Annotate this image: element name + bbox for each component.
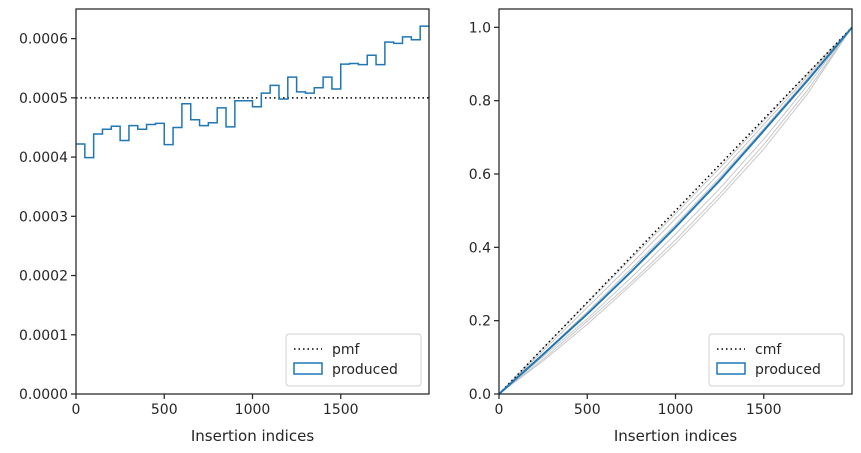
y-tick-label: 0.0000 [19, 387, 68, 403]
pmf-legend-produced-swatch [293, 362, 323, 375]
pmf-x-axis-label: Insertion indices [191, 427, 314, 445]
cmf-legend-box [708, 333, 845, 387]
cmf-legend-ref-label: cmf [755, 342, 782, 358]
pmf-legend: pmf produced [285, 333, 422, 387]
produced-histogram-step [76, 25, 429, 159]
y-tick-label: 0.0005 [19, 91, 68, 107]
y-tick-label: 0.0001 [19, 328, 68, 344]
cmf-legend: cmf produced [708, 333, 845, 387]
y-tick-label: 0.6 [469, 167, 491, 183]
pmf-x-ticks: 0 500 1000 1500 [72, 394, 359, 418]
cmf-legend-produced-label: produced [755, 362, 821, 378]
cmf-chart: 0 500 1000 1500 0.0 0.2 0.4 0.6 0.8 1.0 Insertio… [469, 8, 853, 445]
background-cmf-line [498, 27, 853, 395]
pmf-legend-produced-label: produced [332, 362, 398, 378]
y-tick-label: 0.4 [469, 240, 491, 256]
x-tick-label: 0 [72, 402, 81, 418]
background-cmf-line [498, 27, 853, 395]
y-tick-label: 0.0002 [19, 269, 68, 285]
x-tick-label: 500 [574, 402, 601, 418]
produced-cmf-line [498, 26, 853, 395]
y-tick-label: 0.2 [469, 314, 491, 330]
background-cmf-line [498, 27, 853, 395]
cmf-y-ticks: 0.0 0.2 0.4 0.6 0.8 1.0 [469, 20, 499, 403]
pmf-legend-box [285, 333, 422, 387]
x-tick-label: 0 [495, 402, 504, 418]
y-tick-label: 0.0003 [19, 209, 68, 225]
cmf-legend-produced-swatch [716, 362, 746, 375]
x-tick-label: 1000 [235, 402, 271, 418]
x-tick-label: 1500 [323, 402, 359, 418]
x-tick-label: 500 [151, 402, 178, 418]
pmf-chart: 0 500 1000 1500 0.00000.00010.00020.00030.0… [19, 8, 430, 445]
x-tick-label: 1000 [658, 402, 694, 418]
y-tick-label: 0.0 [469, 387, 491, 403]
y-tick-label: 0.0004 [19, 150, 68, 166]
y-tick-label: 1.0 [469, 20, 491, 36]
cmf-x-axis-label: Insertion indices [614, 427, 737, 445]
background-cmf-line [498, 26, 853, 395]
cmf-x-ticks: 0 500 1000 1500 [495, 394, 782, 418]
y-tick-label: 0.0006 [19, 32, 68, 48]
cmf-reference-line [498, 26, 853, 395]
pmf-y-ticks: 0.0000 0.0001 0.0002 0.0003 0.0004 0.0005 0.00… [19, 32, 76, 403]
pmf-legend-ref-label: pmf [332, 342, 361, 358]
y-tick-label: 0.8 [469, 94, 491, 110]
x-tick-label: 1500 [746, 402, 782, 418]
